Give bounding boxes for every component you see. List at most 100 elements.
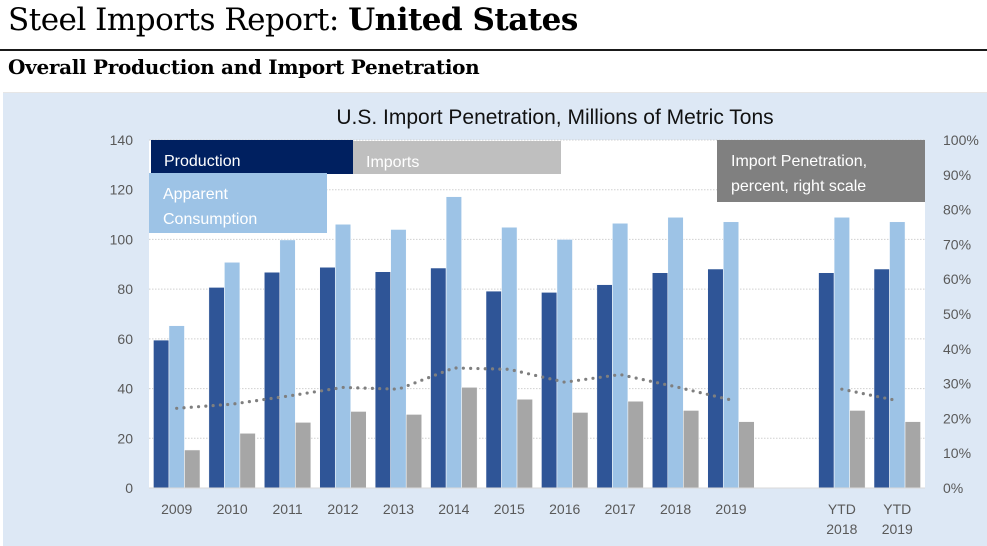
legend-item-imports: Imports [353,141,561,174]
x-tick-label: 2018 [826,521,857,537]
y2-tick-label: 50% [943,306,971,322]
y2-tick-label: 10% [943,445,971,461]
y2-tick-label: 90% [943,167,971,183]
page-title: Steel Imports Report: United States [8,2,578,38]
legend-label-imports: Imports [366,154,419,171]
y2-tick-label: 100% [943,132,979,148]
chart-title: U.S. Import Penetration, Millions of Met… [336,106,773,129]
legend-item-import-penetration: Import Penetration, percent, right scale [717,140,925,202]
bar-apparent-consumption [334,224,352,489]
x-tick-label: 2009 [161,501,192,517]
bar-production [485,290,502,489]
bar-production [652,272,669,489]
bar-production [541,292,558,489]
bar-apparent-consumption [833,217,850,489]
legend-swatch-apparent-consumption [149,173,327,233]
x-tick-label: 2017 [605,501,636,517]
bar-imports [849,410,866,489]
x-tick-label: 2019 [882,521,913,537]
legend-item-production: Production [151,140,353,174]
x-tick-label: YTD [828,501,856,517]
page-title-country: United States [348,2,578,38]
x-tick-label: 2010 [217,501,248,517]
legend-item-apparent-consumption: Apparent Consumption [149,173,327,233]
y-tick-label: 120 [110,182,134,198]
bar-imports [405,414,422,489]
legend-label-apparent-consumption-line2: Consumption [163,211,257,228]
bar-apparent-consumption [224,262,241,489]
y-tick-label: 0 [125,480,133,496]
bar-production [873,268,890,489]
bar-production [596,284,613,489]
x-tick-label: 2015 [494,501,525,517]
legend-swatch-imports [353,141,561,174]
legend-label-production: Production [164,153,241,170]
section-title: Overall Production and Import Penetratio… [8,55,480,79]
bar-imports [295,422,312,489]
bar-imports [184,449,201,489]
bar-imports [239,433,256,489]
y2-tick-label: 0% [943,480,963,496]
legend-label-import-penetration-line1: Import Penetration, [731,153,867,170]
legend-label-apparent-consumption-line1: Apparent [163,186,228,203]
y2-tick-label: 20% [943,410,971,426]
y2-tick-label: 70% [943,236,971,252]
x-tick-label: 2014 [438,501,469,517]
bar-production [707,268,724,489]
x-tick-label: 2013 [383,501,414,517]
bar-apparent-consumption [390,229,407,489]
bar-apparent-consumption [722,221,740,489]
import-penetration-segment [840,387,899,403]
x-tick-label: 2019 [715,501,746,517]
bar-imports [516,399,533,489]
bar-production [374,271,391,489]
bar-production [264,271,281,489]
bar-imports [904,421,921,489]
bar-apparent-consumption [889,221,906,489]
x-tick-label: 2018 [660,501,691,517]
x-tick-label: YTD [883,501,911,517]
bar-imports [350,411,367,489]
left-axis-ticks: 0 20 40 60 80 100 120 140 [110,132,134,496]
x-tick-label: 2016 [549,501,580,517]
y-tick-label: 140 [110,132,134,148]
legend: Production Imports Apparent Consumption … [149,140,925,233]
bar-apparent-consumption [556,239,573,489]
y-tick-label: 80 [117,281,133,297]
bar-imports [738,421,755,489]
bar-apparent-consumption [279,239,296,489]
x-tick-label: 2011 [273,501,303,517]
bar-imports [461,387,478,489]
bar-imports [627,400,644,489]
bar-apparent-consumption [501,226,518,489]
bar-imports [683,410,700,489]
right-axis-ticks: 0% 10% 20% 30% 40% 50% 60% 70% 80% 90% 100% [943,132,979,496]
y-tick-label: 40 [117,381,133,397]
bar-apparent-consumption [445,196,462,489]
bar-production [319,267,336,489]
y-tick-label: 60 [117,331,133,347]
bar-apparent-consumption [667,217,684,489]
bar-production [430,267,447,489]
y-tick-label: 20 [117,430,133,446]
legend-swatch-import-penetration [717,140,925,202]
bar-apparent-consumption [612,223,629,489]
page-title-prefix: Steel Imports Report: [8,2,349,38]
legend-label-import-penetration-line2: percent, right scale [731,178,866,195]
y2-tick-label: 40% [943,341,971,357]
x-axis-ticks: 2009 2010 2011 2012 2013 2014 2015 2016 2017 2018… [161,501,913,537]
bar-production [818,272,835,489]
y2-tick-label: 30% [943,376,971,392]
import-penetration-line [175,366,899,410]
bar-imports [572,412,589,489]
y2-tick-label: 60% [943,271,971,287]
bars [153,196,921,489]
y2-tick-label: 80% [943,202,971,218]
x-tick-label: 2012 [327,501,358,517]
y-tick-label: 100 [110,231,134,247]
bar-production [208,287,225,489]
bar-production [153,339,170,489]
title-divider [0,49,987,51]
legend-swatch-production [151,140,353,174]
